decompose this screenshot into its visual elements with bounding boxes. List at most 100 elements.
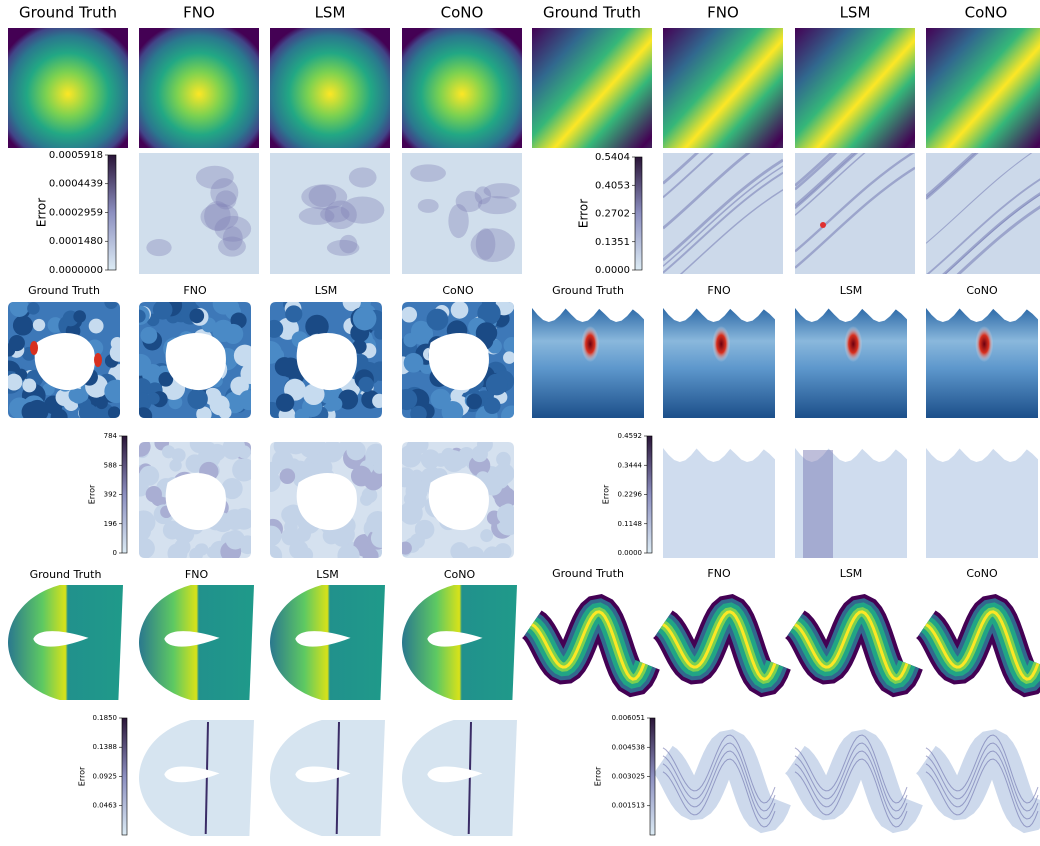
column-title: LSM bbox=[315, 284, 338, 297]
particle bbox=[139, 353, 152, 376]
colorbar-label: Error bbox=[35, 198, 49, 227]
error-streak bbox=[794, 734, 908, 804]
error-streak bbox=[662, 758, 776, 828]
error-map bbox=[402, 720, 517, 836]
band bbox=[916, 729, 1040, 834]
error-streak bbox=[663, 158, 783, 262]
colorbar bbox=[646, 435, 653, 554]
error-streak bbox=[925, 758, 1039, 828]
particle bbox=[169, 459, 182, 472]
particle bbox=[450, 542, 469, 558]
field bbox=[402, 28, 522, 148]
error-map bbox=[270, 442, 382, 558]
particle bbox=[503, 337, 514, 354]
field-map bbox=[785, 594, 923, 698]
particle bbox=[209, 395, 230, 416]
colorbar bbox=[649, 717, 656, 836]
particle bbox=[358, 376, 374, 393]
particle bbox=[372, 393, 382, 409]
error-blob bbox=[410, 164, 446, 182]
field bbox=[926, 28, 1040, 148]
error-blob bbox=[475, 228, 496, 260]
particle bbox=[430, 388, 451, 410]
error-streak bbox=[795, 153, 915, 216]
colorbar-tick-label: 0.5404 bbox=[595, 152, 630, 163]
particle bbox=[158, 371, 174, 387]
error-streak bbox=[663, 153, 783, 230]
particle bbox=[281, 506, 299, 524]
colorbar-tick-label: 0.0004439 bbox=[49, 179, 103, 190]
particle bbox=[139, 442, 151, 457]
error-blob bbox=[340, 196, 385, 224]
error-map bbox=[926, 448, 1038, 558]
colorbar-label: Error bbox=[88, 484, 97, 504]
hot-spot bbox=[581, 326, 600, 362]
particle bbox=[503, 351, 514, 364]
particle bbox=[225, 530, 245, 550]
particle bbox=[104, 302, 118, 309]
particle bbox=[346, 442, 366, 461]
error-blob bbox=[200, 203, 239, 231]
error-blob bbox=[195, 165, 234, 189]
particle bbox=[480, 529, 494, 543]
particle bbox=[139, 537, 155, 558]
particle bbox=[22, 378, 37, 393]
column-title: Ground Truth bbox=[28, 284, 100, 297]
error-blob bbox=[339, 234, 358, 254]
column-title: LSM bbox=[840, 567, 863, 580]
column-title: LSM bbox=[840, 284, 863, 297]
particle bbox=[500, 405, 514, 418]
airfoil bbox=[164, 631, 220, 647]
particle bbox=[471, 445, 488, 463]
particle bbox=[485, 373, 508, 396]
airfoil bbox=[295, 631, 351, 647]
field-map bbox=[270, 585, 385, 700]
error-map bbox=[270, 720, 385, 836]
error-field bbox=[139, 153, 259, 274]
error-blob bbox=[215, 190, 237, 210]
particle bbox=[481, 302, 496, 310]
band bbox=[785, 729, 923, 834]
colorbar-tick-label: 0.006051 bbox=[612, 714, 645, 722]
hot-spot bbox=[844, 326, 863, 362]
particle bbox=[295, 526, 311, 542]
particle bbox=[221, 477, 243, 500]
error-streak bbox=[662, 742, 776, 812]
particle bbox=[139, 392, 152, 413]
error-streak bbox=[926, 188, 1040, 274]
particle bbox=[403, 353, 424, 373]
particle bbox=[328, 397, 343, 411]
particle bbox=[95, 396, 108, 410]
colorbar-tick-label: 0.0000000 bbox=[49, 265, 103, 276]
error-streak bbox=[795, 153, 915, 191]
hot-spot bbox=[975, 326, 994, 362]
error-streak bbox=[925, 734, 1039, 804]
error-blob bbox=[474, 186, 492, 205]
particle bbox=[270, 470, 281, 493]
hole bbox=[165, 332, 226, 391]
particle bbox=[475, 322, 498, 344]
colorbar-tick-label: 0.0001480 bbox=[49, 236, 103, 247]
particle bbox=[362, 547, 379, 558]
particle bbox=[8, 373, 23, 391]
particle bbox=[212, 302, 235, 315]
particle bbox=[414, 519, 435, 540]
airfoil bbox=[295, 766, 351, 783]
particle bbox=[402, 501, 423, 525]
particle bbox=[370, 528, 382, 548]
error-blob bbox=[298, 207, 335, 225]
particle bbox=[174, 538, 191, 556]
particle bbox=[107, 406, 120, 418]
particle bbox=[187, 388, 208, 410]
error-streak bbox=[926, 153, 1040, 198]
column-title: FNO bbox=[183, 284, 207, 297]
column-title: FNO bbox=[707, 284, 731, 297]
column-title: Ground Truth bbox=[552, 567, 624, 580]
airfoil bbox=[33, 631, 89, 647]
error-streak bbox=[663, 165, 783, 267]
error-blob bbox=[470, 228, 515, 263]
particle bbox=[284, 520, 298, 534]
field-map bbox=[139, 302, 251, 418]
particle bbox=[350, 465, 372, 487]
error-streak bbox=[925, 750, 1039, 820]
